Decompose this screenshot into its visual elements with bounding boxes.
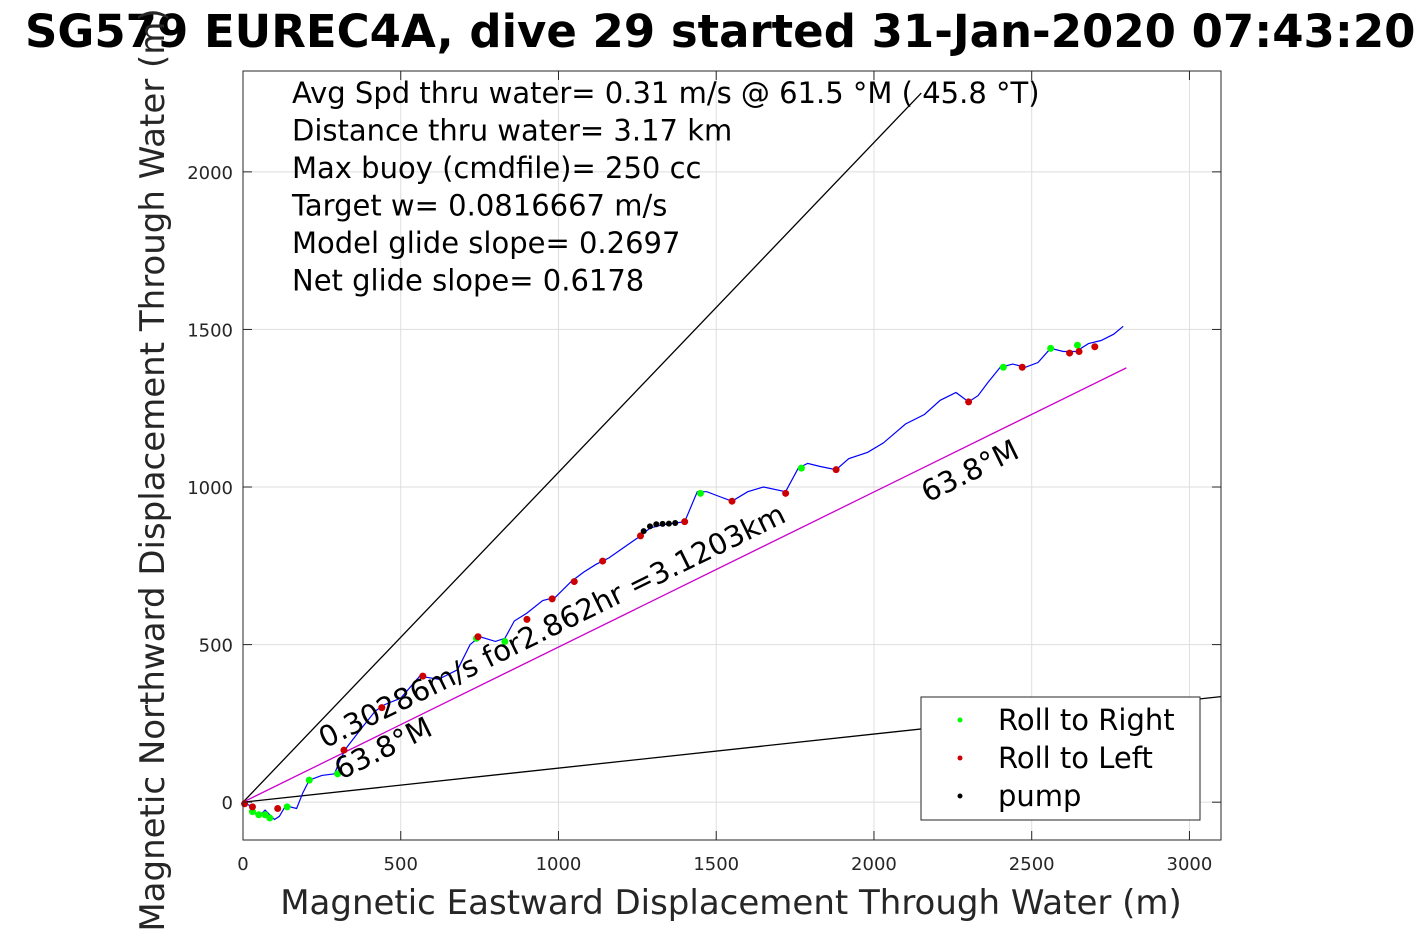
x-tick-label: 3000 (1167, 854, 1213, 875)
y-axis-label: Magnetic Northward Displacement Through … (133, 8, 173, 931)
reference-line (242, 92, 922, 803)
data-point (274, 804, 282, 812)
data-point (1018, 363, 1026, 371)
data-point (248, 803, 256, 811)
legend-marker (957, 793, 963, 799)
roll-markers (241, 341, 1099, 822)
data-point (334, 770, 342, 778)
annotations: 0.30286m/s for2.862hr =3.1203km63.8°M63.… (313, 433, 1024, 787)
data-point (283, 803, 291, 811)
data-point (1073, 341, 1081, 349)
reference-line (242, 367, 1127, 803)
data-point (782, 489, 790, 497)
info-line: Avg Spd thru water= 0.31 m/s @ 61.5 °M (… (292, 76, 1040, 110)
data-point (255, 811, 263, 819)
x-tick-label: 500 (384, 854, 418, 875)
legend-box (920, 696, 1201, 821)
data-point (999, 363, 1007, 371)
x-tick-label: 0 (237, 854, 248, 875)
data-point (637, 532, 645, 540)
x-tick-label: 2000 (851, 854, 897, 875)
chart-title: SG579 EUREC4A, dive 29 started 31-Jan-20… (25, 5, 1415, 58)
data-point (419, 672, 427, 680)
y-tick-label: 1500 (187, 320, 233, 341)
y-tick-label: 500 (199, 636, 233, 657)
data-point (1091, 343, 1099, 351)
data-point (340, 746, 348, 754)
data-point (599, 557, 607, 565)
data-point (548, 595, 556, 603)
plot-area (242, 70, 1222, 841)
info-line: Model glide slope= 0.2697 (292, 226, 680, 260)
data-point (241, 800, 249, 808)
axis-ticks: 0 500 1000 1500 2000 2500 3000 0 500 1000 1500 2000 (187, 71, 1221, 875)
data-point (965, 398, 973, 406)
legend-marker (957, 755, 963, 761)
legend-marker (957, 717, 963, 723)
info-line: Target w= 0.0816667 m/s (291, 189, 667, 223)
data-point (1066, 349, 1074, 357)
data-point (378, 704, 386, 712)
data-point (728, 497, 736, 505)
data-point (646, 523, 653, 530)
y-tick-label: 0 (222, 793, 233, 814)
y-tick-label: 2000 (187, 163, 233, 184)
x-axis-label: Magnetic Eastward Displacement Through W… (280, 883, 1182, 923)
info-line: Distance thru water= 3.17 km (292, 114, 732, 148)
annotation: 0.30286m/s for2.862hr =3.1203km (313, 497, 791, 755)
data-point (640, 528, 647, 535)
data-point (570, 578, 578, 586)
legend: Roll to Right Roll to Left pump (920, 696, 1201, 821)
data-point (474, 633, 482, 641)
annotation: 63.8°M (916, 433, 1024, 509)
data-point (1075, 347, 1083, 355)
data-point (681, 518, 689, 526)
data-point (266, 814, 274, 822)
legend-label: Roll to Left (998, 741, 1153, 775)
x-tick-label: 2500 (1009, 854, 1055, 875)
data-point (832, 466, 840, 474)
data-point (659, 520, 666, 527)
grid (242, 71, 1221, 840)
info-line: Net glide slope= 0.6178 (292, 264, 644, 298)
data-point (797, 464, 805, 472)
x-tick-label: 1500 (693, 854, 739, 875)
data-point (523, 615, 531, 623)
data-point (672, 519, 679, 526)
data-point (305, 776, 313, 784)
data-point (653, 521, 660, 528)
legend-label: Roll to Right (998, 703, 1175, 737)
data-point (1047, 344, 1055, 352)
legend-label: pump (998, 779, 1081, 813)
x-tick-label: 1000 (536, 854, 582, 875)
info-line: Max buoy (cmdfile)= 250 cc (292, 151, 701, 185)
y-tick-label: 1000 (187, 478, 233, 499)
data-point (665, 520, 672, 527)
data-point (696, 489, 704, 497)
data-point (501, 637, 509, 645)
info-text: Avg Spd thru water= 0.31 m/s @ 61.5 °M (… (291, 76, 1040, 298)
